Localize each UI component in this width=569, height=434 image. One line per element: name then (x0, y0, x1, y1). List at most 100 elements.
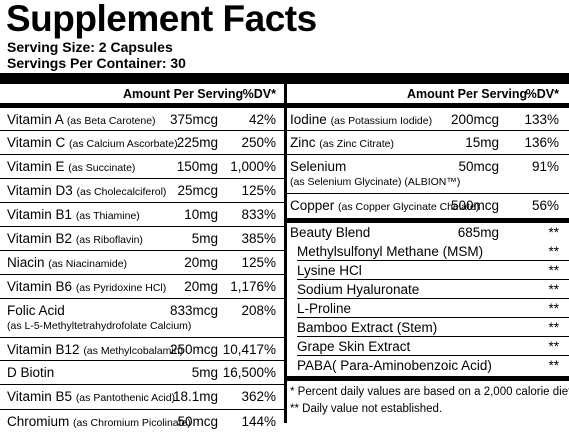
blend-item-dv: ** (548, 301, 559, 316)
serving-size: Serving Size: 2 Capsules (7, 39, 173, 55)
nutrient-name: D Biotin (7, 365, 55, 380)
nutrient-row: Copper (as Copper Glycinate Chelate) 500… (287, 194, 569, 218)
nutrient-row: Vitamin B6 (as Pyridoxine HCl) 20mg 1,17… (0, 275, 284, 299)
nutrient-amount: 25mcg (177, 183, 218, 198)
nutrient-amount: 5mg (191, 231, 218, 246)
nutrient-dv: 362% (241, 389, 276, 404)
nutrient-row: Vitamin B1 (as Thiamine) 10mg 833% (0, 203, 284, 227)
blend-item-dv: ** (548, 320, 559, 335)
nutrient-dv: 208% (241, 303, 276, 318)
nutrient-amount: 375mcg (169, 112, 218, 127)
top-divider-bar (0, 73, 569, 84)
blend-item-name: Lysine HCl (297, 263, 362, 278)
right-header-amount: Amount Per Serving (407, 87, 528, 101)
nutrient-dv: 136% (524, 135, 559, 150)
nutrient-row: Vitamin C (as Calcium Ascorbate) 225mg 2… (0, 131, 284, 155)
nutrient-amount: 18.1mg (172, 389, 218, 404)
right-header: Amount Per Serving %DV* (287, 84, 569, 103)
blend-amount: 685mg (457, 225, 499, 240)
blend-divider-bar (287, 218, 569, 223)
footnote-daily-values: * Percent daily values are based on a 2,… (290, 386, 569, 398)
blend-item-name: PABA( Para-Aminobenzoic Acid) (297, 358, 492, 373)
nutrient-detail: (as Beta Carotene) (66, 115, 156, 127)
nutrient-detail: (as Thiamine) (75, 210, 140, 222)
nutrient-amount: 150mg (176, 159, 218, 174)
blend-item-name: Bamboo Extract (Stem) (297, 320, 438, 335)
blend-item-dv: ** (548, 244, 559, 259)
nutrient-amount: 10mg (184, 207, 218, 222)
panel-title: Supplement Facts (6, 0, 317, 39)
nutrient-detail: (as Chromium Picolinate) (73, 417, 191, 429)
nutrient-detail: (as Selenium Glycinate) (ALBION™) (290, 176, 461, 188)
nutrient-dv: 1,000% (230, 159, 276, 174)
nutrient-name: Vitamin D3 (7, 183, 73, 198)
blend-item: Grape Skin Extract ** (297, 337, 569, 356)
nutrient-amount: 833mcg (169, 303, 218, 318)
blend-item-dv: ** (548, 358, 559, 373)
nutrient-detail: (as Calcium Ascorbate) (69, 138, 178, 150)
blend-item: PABA( Para-Aminobenzoic Acid) ** (297, 356, 569, 375)
nutrient-dv: 56% (531, 198, 559, 213)
nutrient-row: Vitamin B5 (as Pantothenic Acid) 18.1mg … (0, 385, 284, 410)
nutrient-name: Iodine (290, 112, 327, 127)
nutrient-dv: 42% (248, 112, 276, 127)
nutrient-name: Chromium (7, 414, 70, 429)
nutrient-amount: 20mg (184, 255, 218, 270)
nutrient-row: Vitamin D3 (as Cholecalciferol) 25mcg 12… (0, 179, 284, 203)
nutrient-dv: 250% (241, 135, 276, 150)
nutrient-detail: (as Cholecalciferol) (76, 186, 167, 198)
nutrient-detail: (as Pantothenic Acid) (75, 392, 176, 404)
nutrient-detail: (as Succinate) (68, 162, 136, 174)
blend-item: Bamboo Extract (Stem) ** (297, 318, 569, 337)
blend-item: Lysine HCl ** (297, 261, 569, 280)
nutrient-dv: 833% (241, 207, 276, 222)
nutrient-detail: (as Copper Glycinate Chelate) (338, 201, 480, 213)
nutrient-detail: (as Methylcobalamin) (83, 345, 184, 357)
nutrient-name: Vitamin B2 (7, 231, 73, 246)
right-header-bar (287, 103, 569, 108)
blend-items: Methylsulfonyl Methane (MSM) ** Lysine H… (297, 242, 569, 375)
blend-item-dv: ** (548, 282, 559, 297)
nutrient-detail: (as L-5-Methyltetrahydrofolate Calcium) (7, 320, 192, 332)
nutrient-name: Vitamin A (7, 112, 64, 127)
blend-item-name: Grape Skin Extract (297, 339, 411, 354)
nutrient-detail: (as Riboflavin) (75, 234, 143, 246)
nutrient-name: Copper (290, 198, 335, 213)
servings-per-container: Servings Per Container: 30 (7, 55, 186, 71)
nutrient-detail: (as Potassium Iodide) (330, 115, 433, 127)
nutrient-name: Vitamin B5 (7, 389, 73, 404)
nutrient-amount: 225mg (176, 135, 218, 150)
left-header: Amount Per Serving %DV* (0, 84, 284, 103)
footnote-divider-bar (287, 376, 569, 381)
nutrient-row: Iodine (as Potassium Iodide) 200mcg 133% (287, 108, 569, 131)
nutrient-row: Folic Acid (as L-5-Methyltetrahydrofolat… (0, 299, 284, 338)
blend-name: Beauty Blend (290, 225, 371, 240)
blend-item: Methylsulfonyl Methane (MSM) ** (297, 242, 569, 261)
nutrient-amount: 20mg (184, 279, 218, 294)
nutrient-name: Vitamin B12 (7, 342, 80, 357)
blend-item: Sodium Hyaluronate ** (297, 280, 569, 299)
nutrient-name: Niacin (7, 255, 45, 270)
nutrient-detail: (as Niacinamide) (48, 258, 128, 270)
nutrient-name: Vitamin C (7, 135, 66, 150)
nutrient-dv: 10,417% (222, 342, 276, 357)
nutrient-amount: 250mcg (169, 342, 218, 357)
nutrient-row: Vitamin E (as Succinate) 150mg 1,000% (0, 155, 284, 179)
nutrient-row: Niacin (as Niacinamide) 20mg 125% (0, 251, 284, 275)
blend-item-name: L-Proline (297, 301, 352, 316)
nutrient-row: Vitamin B2 (as Riboflavin) 5mg 385% (0, 227, 284, 251)
blend-item-name: Sodium Hyaluronate (297, 282, 420, 297)
nutrient-amount: 5mg (191, 365, 218, 380)
nutrient-dv: 133% (524, 112, 559, 127)
nutrient-name: Selenium (290, 159, 347, 174)
nutrient-amount: 50mcg (458, 159, 499, 174)
nutrient-dv: 144% (241, 414, 276, 429)
nutrient-name: Folic Acid (7, 303, 65, 318)
blend-item: L-Proline ** (297, 299, 569, 318)
right-column: Amount Per Serving %DV* Iodine (as Potas… (287, 84, 569, 381)
nutrient-name: Zinc (290, 135, 316, 150)
nutrient-dv: 1,176% (230, 279, 276, 294)
nutrient-detail: (as Zinc Citrate) (319, 138, 394, 150)
nutrient-row: Vitamin B12 (as Methylcobalamin) 250mcg … (0, 338, 284, 361)
blend-row: Beauty Blend 685mg ** (287, 223, 569, 242)
